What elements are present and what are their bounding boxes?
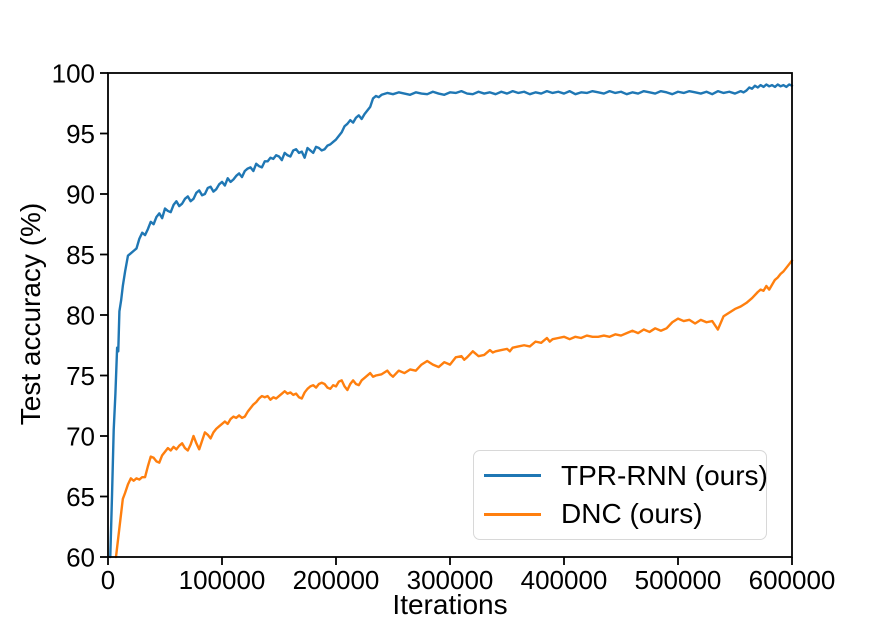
y-tick-label: 90	[66, 179, 95, 209]
legend-label-tpr-rnn: TPR-RNN (ours)	[561, 459, 768, 491]
series-line-1	[114, 259, 794, 559]
y-tick-label: 95	[66, 119, 95, 149]
y-tick-label: 70	[66, 421, 95, 451]
x-tick-label: 300000	[407, 565, 494, 595]
x-tick-label: 400000	[521, 565, 608, 595]
series-line-0	[109, 83, 794, 559]
legend-item-tpr-rnn: TPR-RNN (ours)	[484, 459, 768, 491]
x-tick-label: 500000	[635, 565, 722, 595]
legend-item-dnc: DNC (ours)	[484, 500, 766, 528]
x-tick-label: 0	[101, 565, 115, 595]
x-axis-label: Iterations	[392, 589, 508, 620]
legend-label-dnc: DNC (ours)	[561, 498, 703, 530]
x-tick-label: 200000	[293, 565, 380, 595]
y-tick-label: 65	[66, 482, 95, 512]
tpr-rnn-line-swatch	[484, 474, 541, 478]
y-tick-label: 100	[52, 58, 95, 88]
y-tick-label: 60	[66, 542, 95, 572]
y-tick-label: 75	[66, 361, 95, 391]
y-tick-label: 85	[66, 240, 95, 270]
dnc-line-swatch	[484, 512, 541, 516]
x-tick-label: 100000	[179, 565, 266, 595]
y-tick-label: 80	[66, 300, 95, 330]
y-axis-label: Test accuracy (%)	[15, 202, 46, 426]
legend: TPR-RNN (ours) DNC (ours)	[473, 450, 768, 540]
plot-border	[107, 72, 793, 558]
x-tick-label: 600000	[749, 565, 836, 595]
